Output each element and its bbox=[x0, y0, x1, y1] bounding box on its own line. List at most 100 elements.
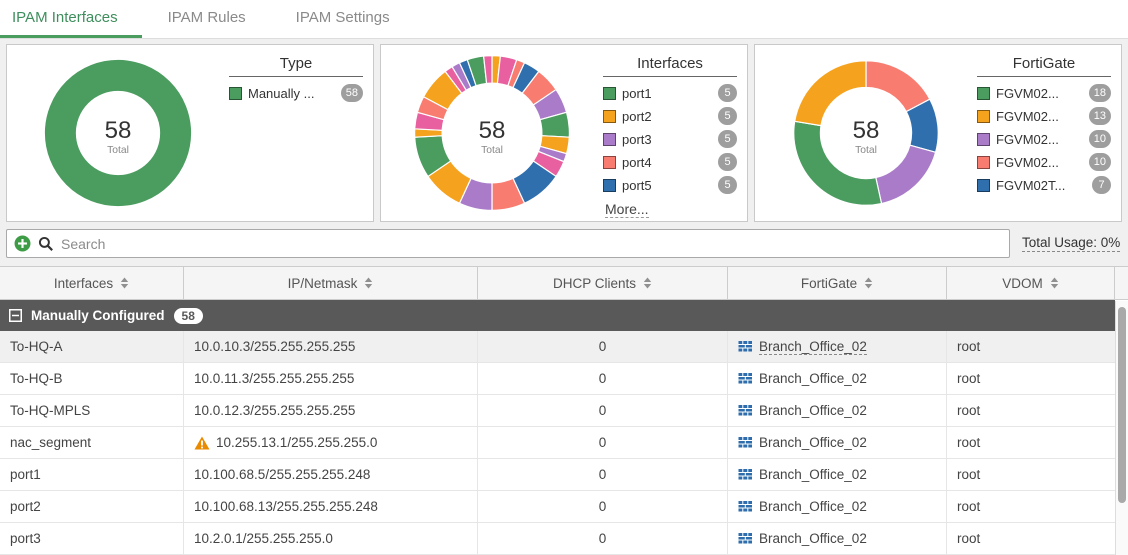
legend-item[interactable]: port1 5 bbox=[603, 84, 737, 102]
fortigate-device-link[interactable]: Branch_Office_02 bbox=[759, 467, 867, 482]
group-label: Manually Configured bbox=[31, 308, 165, 323]
donut-segment[interactable] bbox=[794, 60, 867, 127]
donut-chart: 58 Total bbox=[381, 47, 603, 219]
cell-interface: To-HQ-MPLS bbox=[0, 395, 184, 426]
donut-segment[interactable] bbox=[875, 144, 937, 205]
legend-item[interactable]: FGVM02... 13 bbox=[977, 107, 1111, 125]
legend-more-link[interactable]: More... bbox=[605, 201, 649, 218]
legend-item-label: FGVM02... bbox=[996, 85, 1059, 101]
column-header-filler bbox=[1115, 267, 1128, 299]
cell-interface: nac_segment bbox=[0, 427, 184, 458]
legend-item[interactable]: port4 5 bbox=[603, 153, 737, 171]
group-row-manually-configured[interactable]: Manually Configured 58 bbox=[0, 300, 1115, 331]
table-row[interactable]: To-HQ-MPLS 10.0.12.3/255.255.255.255 0 Bra… bbox=[0, 395, 1115, 427]
cell-fortigate: Branch_Office_02 bbox=[728, 363, 947, 394]
table-row[interactable]: port2 10.100.68.13/255.255.255.248 0 Branc… bbox=[0, 491, 1115, 523]
legend-item[interactable]: FGVM02T... 7 bbox=[977, 176, 1111, 194]
sort-icon bbox=[365, 277, 373, 289]
legend-count-badge: 10 bbox=[1088, 130, 1111, 148]
table-body: To-HQ-A 10.0.10.3/255.255.255.255 0 Branch… bbox=[0, 331, 1128, 555]
cell-dhcp-clients: 0 bbox=[478, 363, 728, 394]
legend-title: Type bbox=[229, 55, 363, 77]
column-header-vdom[interactable]: VDOM bbox=[947, 267, 1115, 299]
cell-vdom: root bbox=[957, 467, 981, 482]
table-row[interactable]: nac_segment 10.255.13.1/255.255.255.0 0 B… bbox=[0, 427, 1115, 459]
table-row[interactable]: To-HQ-A 10.0.10.3/255.255.255.255 0 Branch… bbox=[0, 331, 1115, 363]
cell-dhcp-clients: 0 bbox=[478, 523, 728, 554]
column-header-label: IP/Netmask bbox=[287, 275, 358, 291]
fortigate-device-link[interactable]: Branch_Office_02 bbox=[759, 371, 867, 386]
legend-item[interactable]: FGVM02... 10 bbox=[977, 153, 1111, 171]
legend-count-badge: 5 bbox=[718, 84, 737, 102]
tab-ipam-settings[interactable]: IPAM Settings bbox=[295, 9, 390, 26]
legend-swatch bbox=[977, 86, 990, 100]
fortigate-device-link[interactable]: Branch_Office_02 bbox=[759, 403, 867, 418]
total-usage-link[interactable]: Total Usage: 0% bbox=[1022, 235, 1121, 252]
chart-legend: Interfaces port1 5 port2 5 port3 5 port4 5 port5 5… bbox=[603, 55, 737, 219]
chart-panel-fortigate: 58 Total FortiGate FGVM02... 18 FGVM02... 13 FG… bbox=[754, 44, 1122, 222]
legend-item[interactable]: port2 5 bbox=[603, 107, 737, 125]
legend-item[interactable]: port3 5 bbox=[603, 130, 737, 148]
donut-center-label: Total bbox=[855, 145, 877, 156]
cell-dhcp-clients: 0 bbox=[478, 427, 728, 458]
add-filter-icon[interactable] bbox=[14, 235, 31, 252]
ip-netmask-value: 10.0.10.3/255.255.255.255 bbox=[194, 339, 356, 354]
legend-title: Interfaces bbox=[603, 55, 737, 77]
cell-vdom: root bbox=[957, 531, 981, 546]
legend-swatch bbox=[977, 178, 990, 192]
donut-segment[interactable] bbox=[482, 54, 493, 85]
legend-swatch bbox=[603, 178, 616, 192]
legend-item[interactable]: FGVM02... 10 bbox=[977, 130, 1111, 148]
table-row[interactable]: port1 10.100.68.5/255.255.255.248 0 Branch… bbox=[0, 459, 1115, 491]
search-input[interactable] bbox=[61, 235, 1002, 252]
cell-fortigate: Branch_Office_02 bbox=[728, 491, 947, 522]
donut-segment[interactable] bbox=[44, 59, 192, 207]
legend-count-badge: 13 bbox=[1088, 107, 1111, 125]
fortigate-device-link[interactable]: Branch_Office_02 bbox=[759, 499, 867, 514]
column-header-dhcp-clients[interactable]: DHCP Clients bbox=[478, 267, 728, 299]
ip-netmask-value: 10.100.68.5/255.255.255.248 bbox=[194, 467, 371, 482]
search-box[interactable] bbox=[6, 229, 1010, 258]
fortigate-icon bbox=[738, 341, 752, 352]
tab-bar: IPAM Interfaces IPAM Rules IPAM Settings bbox=[0, 0, 1128, 39]
donut-center-label: Total bbox=[107, 145, 129, 156]
column-header-label: DHCP Clients bbox=[552, 275, 637, 291]
donut-chart: 58 Total bbox=[7, 47, 229, 219]
column-header-interfaces[interactable]: Interfaces bbox=[0, 267, 184, 299]
column-header-fortigate[interactable]: FortiGate bbox=[728, 267, 947, 299]
legend-swatch bbox=[977, 132, 990, 146]
scrollbar-thumb[interactable] bbox=[1118, 307, 1126, 503]
fortigate-device-link[interactable]: Branch_Office_02 bbox=[759, 435, 867, 450]
legend-swatch bbox=[229, 86, 242, 100]
donut-chart: 58 Total bbox=[755, 47, 977, 219]
fortigate-device-link[interactable]: Branch_Office_02 bbox=[759, 531, 867, 546]
cell-interface: port1 bbox=[0, 459, 184, 490]
legend-item[interactable]: FGVM02... 18 bbox=[977, 84, 1111, 102]
sort-icon bbox=[120, 277, 129, 289]
fortigate-device-link[interactable]: Branch_Office_02 bbox=[759, 338, 867, 355]
collapse-icon[interactable] bbox=[9, 309, 22, 322]
legend-item[interactable]: port5 5 bbox=[603, 176, 737, 194]
search-row: Total Usage: 0% bbox=[0, 227, 1128, 266]
column-header-label: FortiGate bbox=[800, 275, 858, 291]
table-row[interactable]: To-HQ-B 10.0.11.3/255.255.255.255 0 Branch… bbox=[0, 363, 1115, 395]
ipam-table: Interfaces IP/Netmask DHCP Clients Forti… bbox=[0, 266, 1128, 555]
column-header-label: Interfaces bbox=[53, 275, 114, 291]
legend-count-badge: 5 bbox=[718, 107, 737, 125]
legend-item[interactable]: Manually ... 58 bbox=[229, 84, 363, 102]
table-row[interactable]: port3 10.2.0.1/255.255.255.0 0 Branch_Offi… bbox=[0, 523, 1115, 555]
fortigate-icon bbox=[738, 437, 752, 448]
tab-ipam-interfaces[interactable]: IPAM Interfaces bbox=[0, 0, 142, 38]
fortigate-icon bbox=[738, 533, 752, 544]
cell-dhcp-clients: 0 bbox=[478, 331, 728, 362]
chart-legend: FortiGate FGVM02... 18 FGVM02... 13 FGVM02...… bbox=[977, 55, 1111, 199]
tab-ipam-rules[interactable]: IPAM Rules bbox=[167, 9, 246, 26]
legend-count-badge: 5 bbox=[718, 176, 737, 194]
vertical-scrollbar[interactable] bbox=[1115, 301, 1128, 555]
sort-icon bbox=[643, 277, 652, 289]
column-header-ip-netmask[interactable]: IP/Netmask bbox=[184, 267, 478, 299]
legend-title: FortiGate bbox=[977, 55, 1111, 77]
ip-netmask-value: 10.100.68.13/255.255.255.248 bbox=[194, 499, 378, 514]
legend-swatch bbox=[977, 155, 990, 169]
legend-item-label: FGVM02... bbox=[996, 131, 1059, 147]
